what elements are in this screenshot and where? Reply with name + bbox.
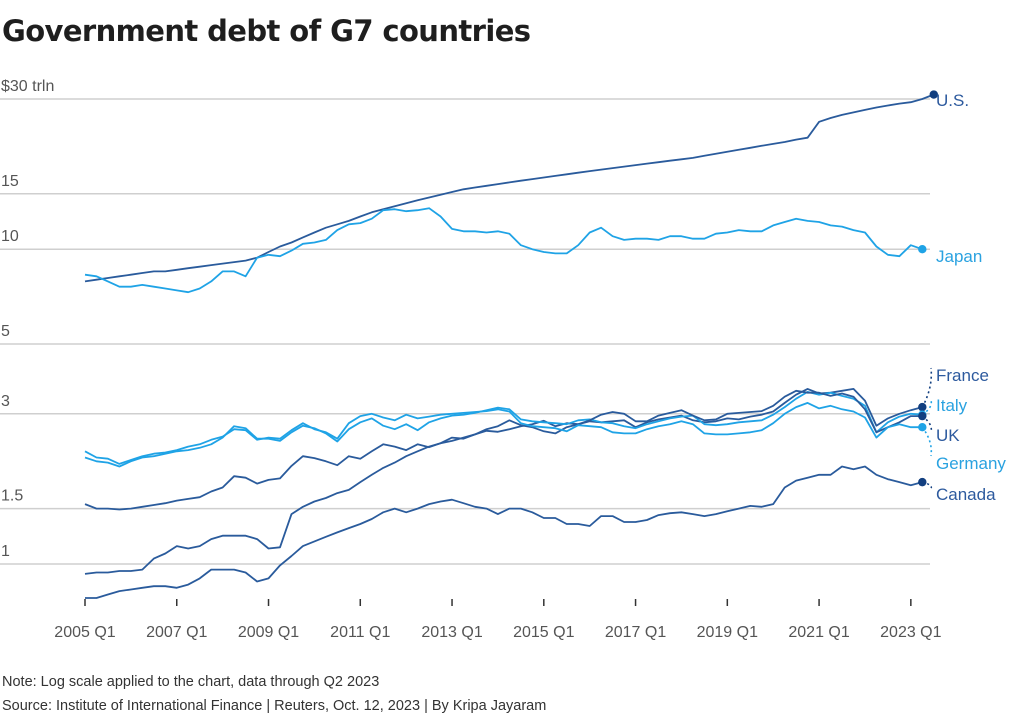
y-tick-label: 1.5 — [1, 488, 23, 505]
end-dot-u-s — [929, 90, 938, 99]
chart-title: Government debt of G7 countries — [2, 14, 531, 48]
y-tick-label: 5 — [1, 323, 10, 340]
series-line-italy — [84, 390, 923, 468]
series-label-italy: Italy — [936, 396, 968, 415]
series-line-france — [84, 387, 923, 511]
x-axis-ticks: 2005 Q1 2007 Q1 2009 Q1 2011 Q1 2013 Q1 2015 … — [54, 599, 942, 641]
x-tick-label: 2005 Q1 — [54, 624, 115, 641]
end-dot-japan — [918, 245, 927, 254]
series-label-canada: Canada — [936, 485, 996, 504]
series-line-germany — [84, 401, 923, 465]
x-tick-label: 2011 Q1 — [330, 624, 390, 641]
chart-note: Note: Log scale applied to the chart, da… — [2, 674, 380, 690]
line-chart: $30 trln 15 10 5 3 1.5 1 2005 Q1 2007 Q1 2009 Q1… — [0, 78, 1006, 641]
end-dot-uk — [918, 411, 927, 421]
y-tick-label: 15 — [1, 173, 19, 190]
y-axis-ticks: $30 trln 15 10 5 3 1.5 1 — [1, 78, 54, 560]
x-tick-label: 2023 Q1 — [880, 624, 941, 641]
end-dot-france — [918, 402, 927, 412]
series-end-labels: U.S. Japan France Italy UK Germany Canada — [918, 90, 1006, 504]
x-tick-label: 2013 Q1 — [421, 624, 482, 641]
series-lines — [84, 93, 935, 599]
end-dot-canada — [918, 477, 927, 487]
y-tick-label: 3 — [1, 393, 10, 410]
series-label-france: France — [936, 366, 989, 385]
series-label-germany: Germany — [936, 454, 1006, 473]
x-tick-label: 2007 Q1 — [146, 624, 207, 641]
leader-line-germany — [921, 426, 933, 457]
x-tick-label: 2009 Q1 — [238, 624, 299, 641]
series-line-japan — [84, 207, 923, 294]
gridlines — [0, 98, 930, 565]
end-dot-germany — [918, 422, 927, 432]
series-label-japan: Japan — [936, 247, 982, 266]
y-tick-label: 10 — [1, 228, 19, 245]
leader-line-france — [921, 367, 933, 408]
series-label-u-s: U.S. — [936, 91, 969, 110]
x-tick-label: 2017 Q1 — [605, 624, 666, 641]
x-tick-label: 2015 Q1 — [513, 624, 574, 641]
series-line-canada — [85, 465, 923, 599]
x-tick-label: 2019 Q1 — [697, 624, 758, 641]
x-tick-label: 2021 Q1 — [788, 624, 849, 641]
series-label-uk: UK — [936, 426, 960, 445]
series-line-uk — [84, 389, 923, 575]
y-tick-label: $30 trln — [1, 78, 54, 95]
series-line-u-s — [84, 93, 935, 283]
y-tick-label: 1 — [1, 543, 10, 560]
chart-source: Source: Institute of International Finan… — [2, 698, 547, 714]
